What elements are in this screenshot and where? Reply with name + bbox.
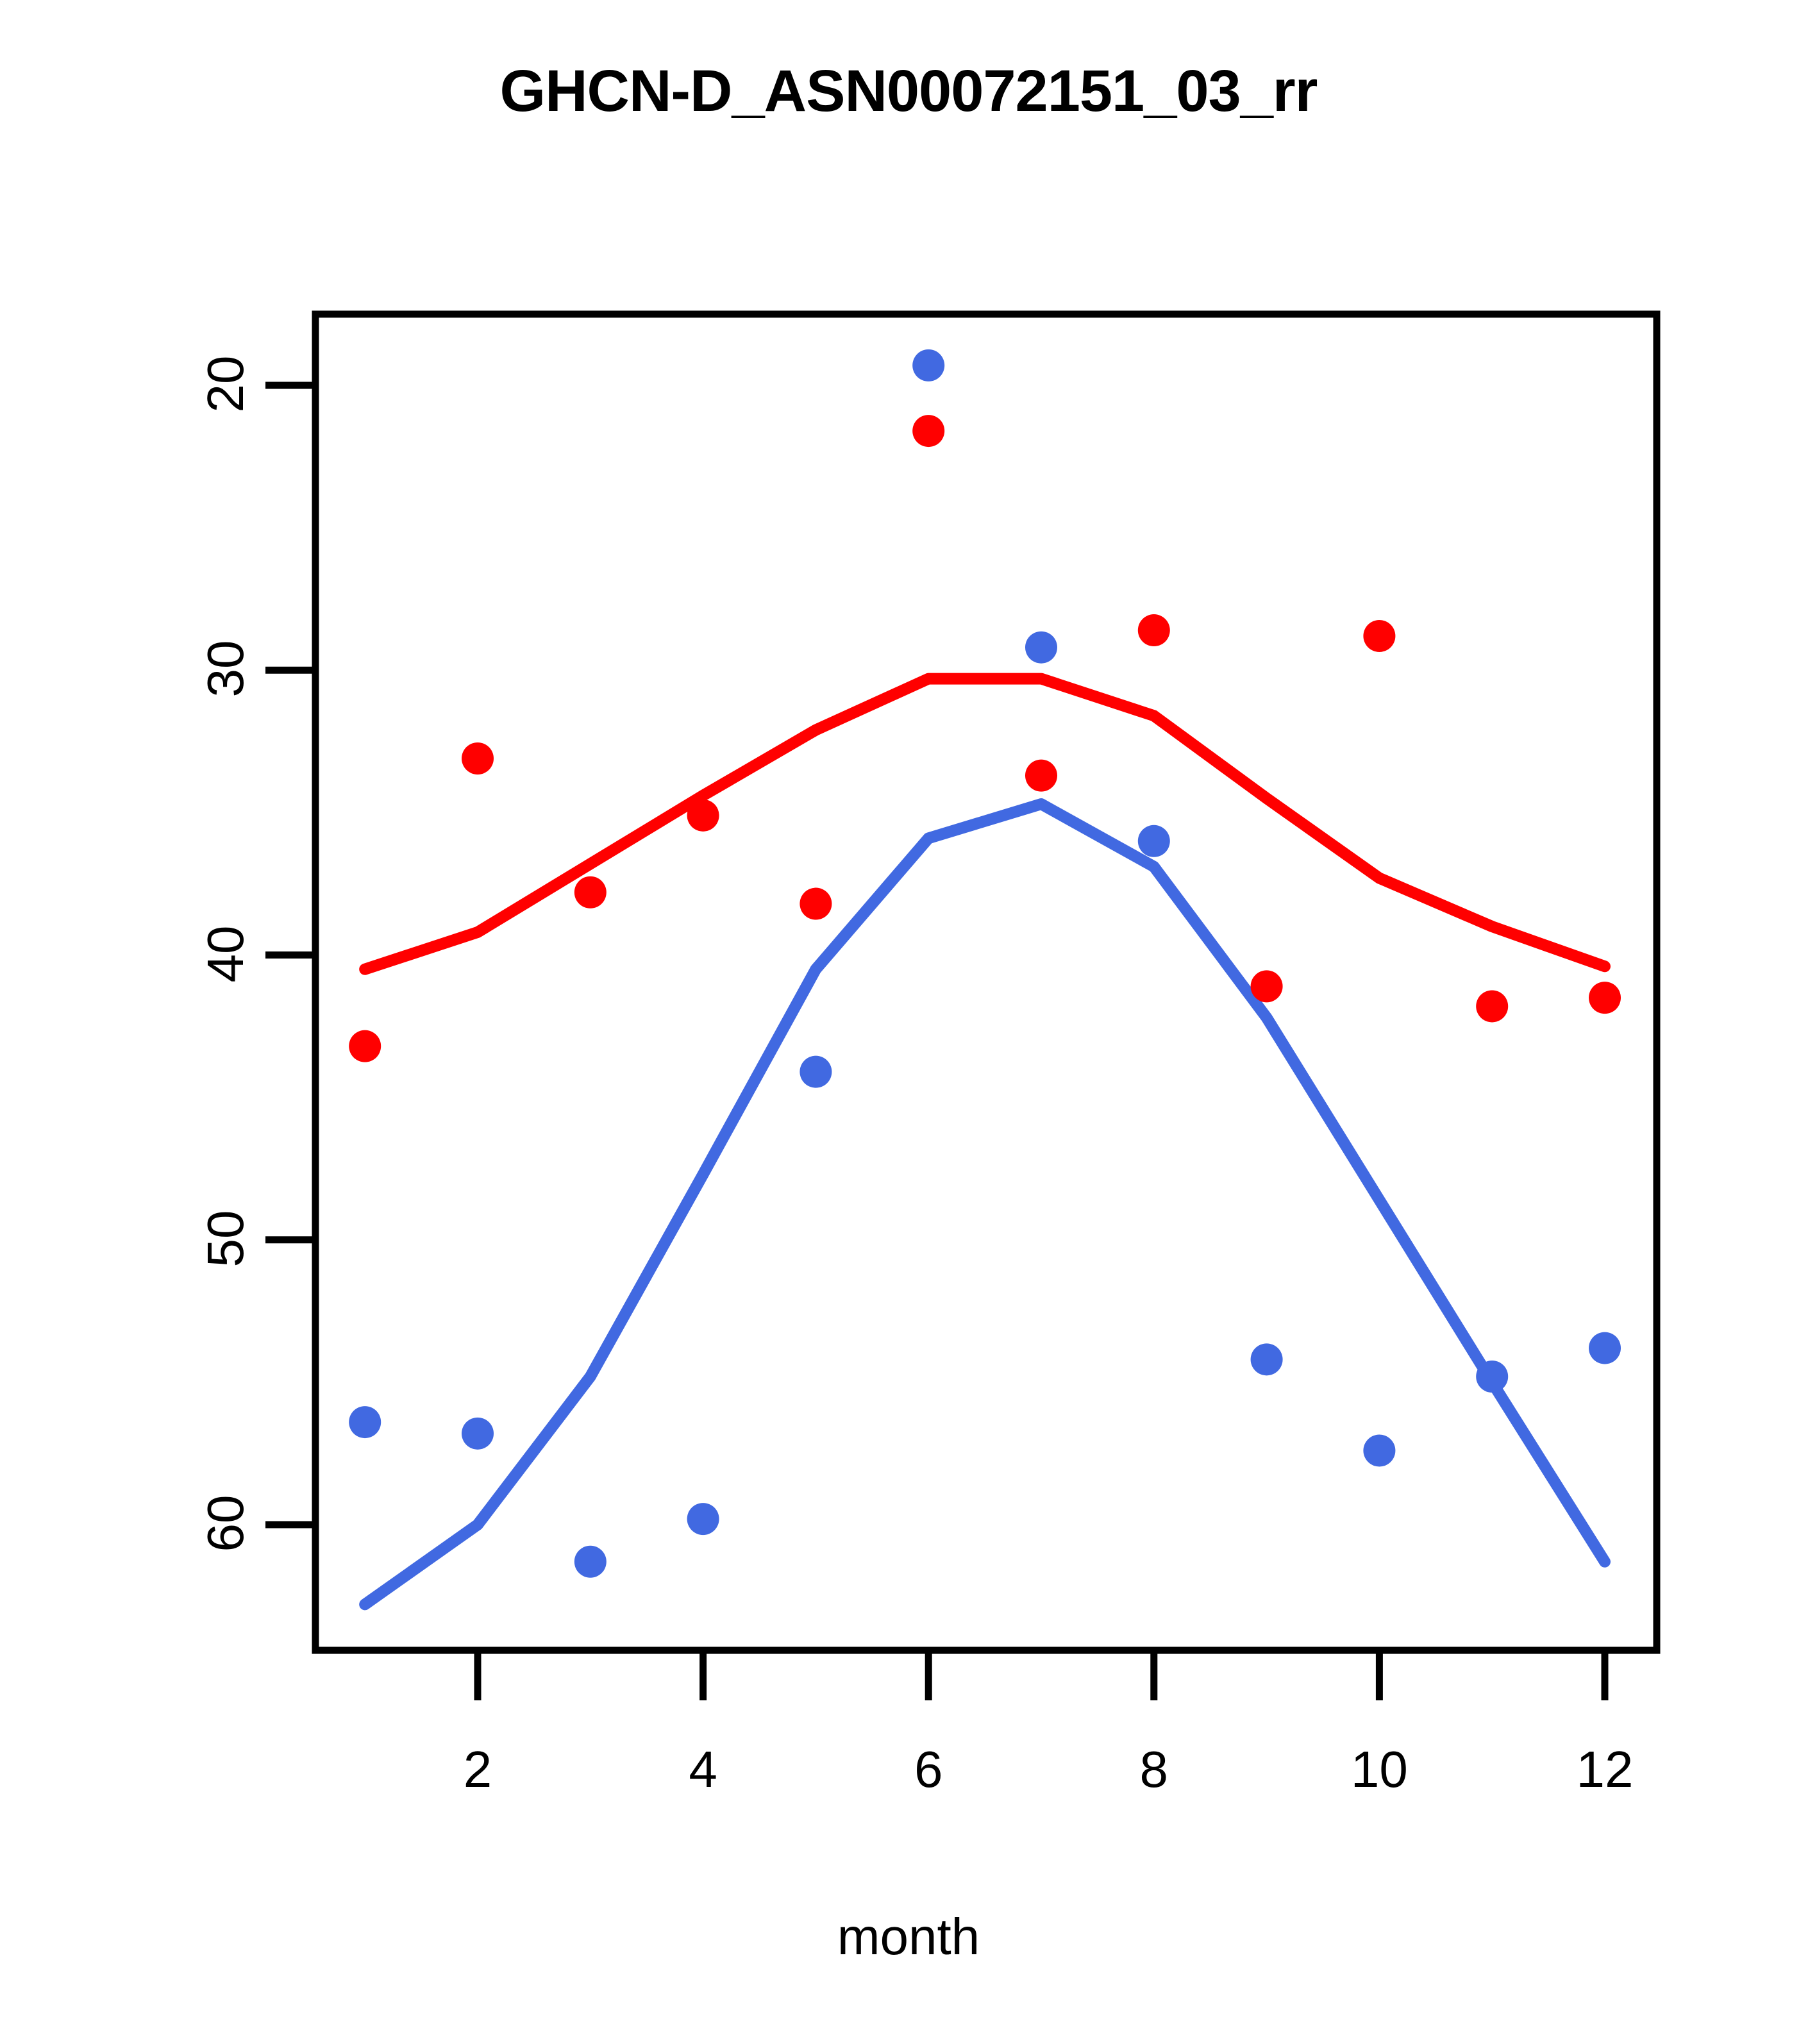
red-points-marker <box>800 887 832 920</box>
x-tick-label: 2 <box>463 1741 492 1798</box>
blue-points-marker <box>1025 631 1057 664</box>
blue-points-marker <box>800 1055 832 1088</box>
blue-line <box>359 798 1611 1611</box>
plot-box <box>312 310 1661 1654</box>
series-lines <box>359 673 1611 1611</box>
red-points-marker <box>1250 970 1283 1003</box>
x-tick-label: 8 <box>1139 1741 1169 1798</box>
red-points-marker <box>912 415 945 448</box>
red-points-marker <box>1025 759 1057 792</box>
y-tick-label: 30 <box>197 640 254 698</box>
red-points-marker <box>349 1030 381 1062</box>
red-points-marker <box>574 876 607 909</box>
y-tick-label: 40 <box>197 925 254 982</box>
x-tick-label: 10 <box>1350 1741 1408 1798</box>
series-points <box>349 349 1621 1578</box>
blue-points-marker <box>1589 1332 1621 1364</box>
red-points-marker <box>1363 619 1396 652</box>
page-title: GHCN-D_ASN00072151_03_rr <box>499 58 1318 124</box>
red-points-marker <box>1476 990 1509 1023</box>
y-tick-label: 60 <box>197 1495 254 1552</box>
blue-points-marker <box>687 1503 719 1536</box>
y-tick-label: 50 <box>197 1210 254 1268</box>
x-axis-ticks <box>474 1650 1609 1700</box>
blue-points-marker <box>1363 1434 1396 1467</box>
plot-frame <box>312 310 1661 1654</box>
red-points-marker <box>462 742 494 775</box>
red-points-marker <box>1589 982 1621 1014</box>
blue-points-marker <box>349 1406 381 1439</box>
blue-points-marker <box>1476 1360 1509 1393</box>
red-points-marker <box>687 799 719 832</box>
red-points-marker <box>1137 614 1170 647</box>
blue-points-marker <box>912 349 945 381</box>
x-axis-title: month <box>837 1908 980 1965</box>
blue-points-marker <box>462 1417 494 1450</box>
blue-points-marker <box>1137 825 1170 857</box>
red-line <box>359 673 1611 975</box>
blue-points-marker <box>1250 1343 1283 1376</box>
blue-points-marker <box>574 1545 607 1578</box>
x-tick-label: 6 <box>914 1741 943 1798</box>
y-tick-label: 20 <box>197 355 254 413</box>
x-tick-label: 12 <box>1576 1741 1634 1798</box>
x-tick-label: 4 <box>689 1741 717 1798</box>
y-axis-ticks <box>265 381 315 1529</box>
